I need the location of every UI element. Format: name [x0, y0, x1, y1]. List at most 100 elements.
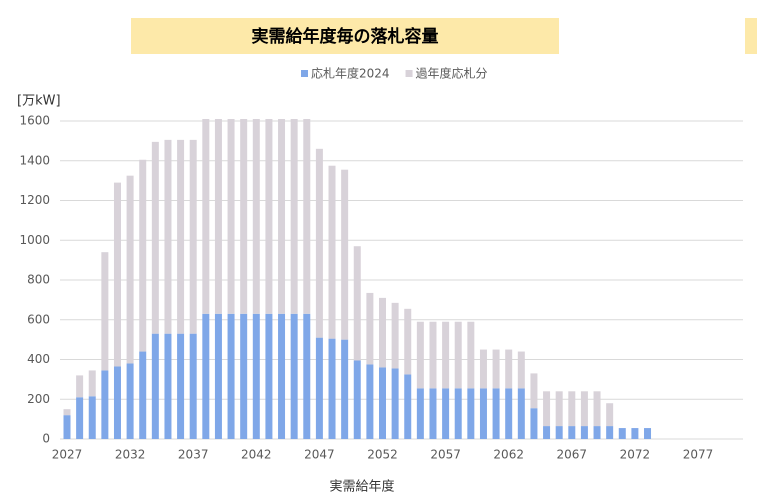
bar [315, 148, 323, 338]
bar [303, 313, 311, 439]
x-tick-label: 2072 [620, 448, 651, 462]
bar [530, 408, 538, 439]
bar [353, 360, 361, 439]
bar [366, 364, 374, 439]
bar [278, 119, 286, 314]
bar [139, 159, 147, 352]
y-axis-label: [万kW] [17, 94, 61, 109]
bar [479, 388, 487, 439]
bar [341, 169, 349, 340]
bar [290, 313, 298, 439]
y-tick-label: 1400 [19, 153, 50, 167]
bar [618, 428, 626, 439]
bar [416, 321, 424, 389]
bar [442, 321, 450, 389]
bar [505, 349, 513, 389]
bar [404, 308, 412, 375]
bar [328, 165, 336, 339]
x-tick-label: 2032 [115, 448, 146, 462]
x-tick-label: 2052 [367, 448, 398, 462]
bar [265, 313, 273, 439]
bar [63, 409, 71, 416]
bar [214, 313, 222, 439]
bar [580, 426, 588, 439]
title-banner [131, 18, 559, 54]
bar [278, 313, 286, 439]
bar [76, 375, 84, 398]
bar [202, 313, 210, 439]
bar [379, 297, 386, 368]
bar [214, 119, 222, 314]
x-tick-label: 2042 [241, 448, 272, 462]
bar [416, 388, 424, 439]
bar [467, 388, 475, 439]
legend-label: 過年度応札分 [416, 66, 488, 81]
bar [227, 313, 235, 439]
bar [177, 333, 185, 439]
bar [189, 139, 197, 334]
bar [164, 139, 172, 334]
bar [240, 313, 248, 439]
bar [391, 302, 399, 369]
bar [88, 370, 96, 397]
bar [505, 388, 513, 439]
bar [101, 370, 109, 439]
legend-swatch [301, 70, 308, 77]
y-tick-label: 400 [27, 352, 50, 366]
y-tick-label: 800 [27, 273, 50, 287]
bar [151, 333, 159, 439]
x-tick-label: 2077 [683, 448, 714, 462]
bar [568, 391, 576, 427]
bar [252, 119, 260, 314]
bar [88, 396, 96, 439]
bar [555, 391, 563, 427]
bar [341, 339, 349, 439]
bar [580, 391, 588, 427]
bar [379, 367, 386, 439]
bar [265, 119, 273, 314]
bar [189, 333, 197, 439]
bar [442, 388, 450, 439]
bar [429, 388, 437, 439]
bar [328, 338, 336, 439]
bar [454, 388, 462, 439]
bar [177, 139, 185, 334]
bar [366, 292, 374, 365]
bar [164, 333, 172, 439]
bar [454, 321, 462, 389]
x-tick-label: 2062 [493, 448, 524, 462]
x-tick-label: 2057 [430, 448, 461, 462]
bar [517, 351, 525, 389]
y-tick-label: 1600 [19, 114, 50, 128]
bar [151, 141, 159, 334]
bar [555, 426, 563, 439]
title-banner-edge [745, 18, 757, 54]
y-tick-label: 1200 [19, 193, 50, 207]
bar [606, 403, 614, 427]
bar [391, 368, 399, 439]
bar [139, 351, 147, 439]
bar [113, 182, 121, 367]
bar [568, 426, 576, 439]
bar [202, 119, 210, 314]
x-axis-label: 実需給年度 [329, 479, 394, 495]
bar [467, 321, 475, 389]
bar [543, 426, 551, 439]
bar [644, 428, 652, 439]
bar [593, 426, 601, 439]
chart-title: 実需給年度毎の落札容量 [252, 26, 439, 47]
bar [227, 119, 235, 314]
bar [429, 321, 437, 389]
bar [113, 366, 121, 439]
bar [492, 349, 500, 389]
bar [631, 428, 639, 439]
x-tick-label: 2037 [178, 448, 209, 462]
bar [315, 337, 323, 439]
bar [492, 388, 500, 439]
y-tick-label: 1000 [19, 233, 50, 247]
y-tick-label: 600 [27, 312, 50, 326]
bar [303, 119, 311, 314]
bar [543, 391, 551, 427]
x-tick-label: 2047 [304, 448, 335, 462]
